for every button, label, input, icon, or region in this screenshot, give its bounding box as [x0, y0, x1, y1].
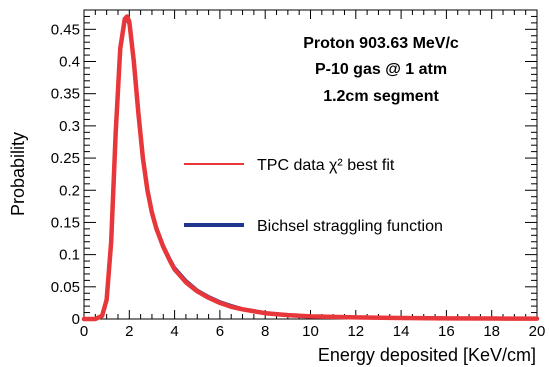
x-tick-label: 6	[216, 323, 224, 340]
legend: TPC data χ² best fit Bichsel straggling …	[184, 157, 443, 235]
y-tick-labels: 0 0.05 0.1 0.15 0.2 0.25 0.3 0.35 0.4 0.45	[51, 21, 80, 328]
x-tick-label: 18	[483, 323, 500, 340]
annotation-line-1: Proton 903.63 MeV/c	[303, 35, 459, 52]
annotation-line-3: 1.2cm segment	[323, 88, 439, 105]
x-tick-label: 4	[170, 323, 178, 340]
x-tick-label: 10	[302, 323, 319, 340]
y-tick-label: 0.2	[59, 182, 80, 199]
y-tick-label: 0.35	[51, 86, 80, 103]
x-axis-title: Energy deposited [KeV/cm]	[318, 345, 536, 365]
y-tick-label: 0.1	[59, 247, 80, 264]
annotation-line-2: P-10 gas @ 1 atm	[315, 61, 447, 78]
y-tick-label: 0.15	[51, 214, 80, 231]
x-tick-label: 8	[261, 323, 269, 340]
x-tick-label: 16	[438, 323, 455, 340]
series-line-tpc	[81, 14, 540, 322]
x-tick-labels: 0 2 4 6 8 10 12 14 16 18 20	[80, 323, 546, 340]
x-tick-label: 0	[80, 323, 88, 340]
y-tick-label: 0.45	[51, 21, 80, 38]
y-tick-label: 0.4	[59, 54, 80, 71]
legend-label-bichsel: Bichsel straggling function	[257, 218, 443, 235]
x-tick-label: 14	[393, 323, 410, 340]
x-tick-label: 2	[125, 323, 133, 340]
series-layer	[81, 14, 540, 322]
y-axis-title: Probability	[8, 132, 28, 216]
legend-label-tpc: TPC data χ² best fit	[257, 157, 395, 174]
y-tick-label: 0	[72, 311, 80, 328]
x-tick-label: 20	[529, 323, 546, 340]
y-tick-label: 0.3	[59, 118, 80, 135]
y-tick-label: 0.25	[51, 150, 80, 167]
y-tick-label: 0.05	[51, 279, 80, 296]
x-tick-label: 12	[347, 323, 364, 340]
